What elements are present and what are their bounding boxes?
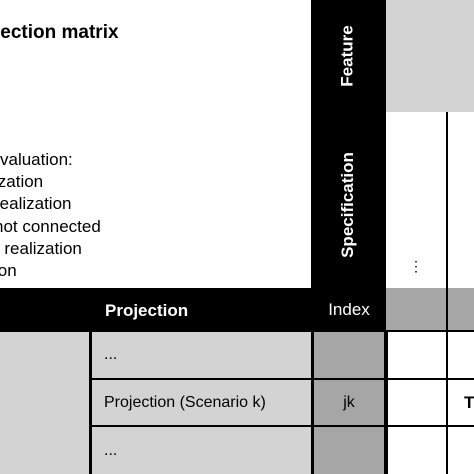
feature-cell [386, 0, 474, 112]
legend-panel: rojection matrix valuation: ization real… [0, 0, 311, 288]
left-gray-column [0, 332, 89, 474]
legend-line-option: ion [0, 261, 17, 280]
row-label-1: ... [92, 332, 311, 378]
specification-header-label: Specification [338, 152, 357, 258]
legend-title: rojection matrix [0, 22, 119, 43]
row-cell-2-right: T [448, 380, 474, 425]
legend-line-realization: ization [0, 172, 44, 191]
header-gray-cell [386, 288, 446, 330]
legend-line-realization-2: realization [0, 194, 72, 213]
specification-header: Specification [322, 122, 374, 288]
row-index-1 [314, 332, 384, 378]
row-cell-1 [388, 332, 446, 378]
specification-cell: ⋮ [386, 112, 446, 288]
specification-cell-right [448, 112, 474, 288]
column-divider [446, 112, 448, 288]
index-header: Index [312, 288, 386, 332]
row-index-2: jk [314, 380, 384, 425]
vertical-ellipsis: ⋮ [409, 258, 423, 274]
row-label-3: ... [92, 427, 311, 474]
legend-line-not-connected: not connected [0, 217, 101, 236]
legend-line-valuation: valuation: [0, 150, 73, 169]
row-cell-3 [388, 427, 446, 474]
row-cell-2 [388, 380, 446, 425]
row-cell-3-right [448, 427, 474, 474]
row-cell-1-right [448, 332, 474, 378]
feature-header-label: Feature [338, 25, 358, 87]
legend-line-other-realization: r realization [0, 239, 82, 258]
feature-header: Feature [322, 0, 374, 112]
header-gray-cell-right [448, 288, 474, 330]
row-label-2: Projection (Scenario k) [92, 380, 311, 425]
projection-header: Projection [105, 301, 189, 320]
row-index-3 [314, 427, 384, 474]
